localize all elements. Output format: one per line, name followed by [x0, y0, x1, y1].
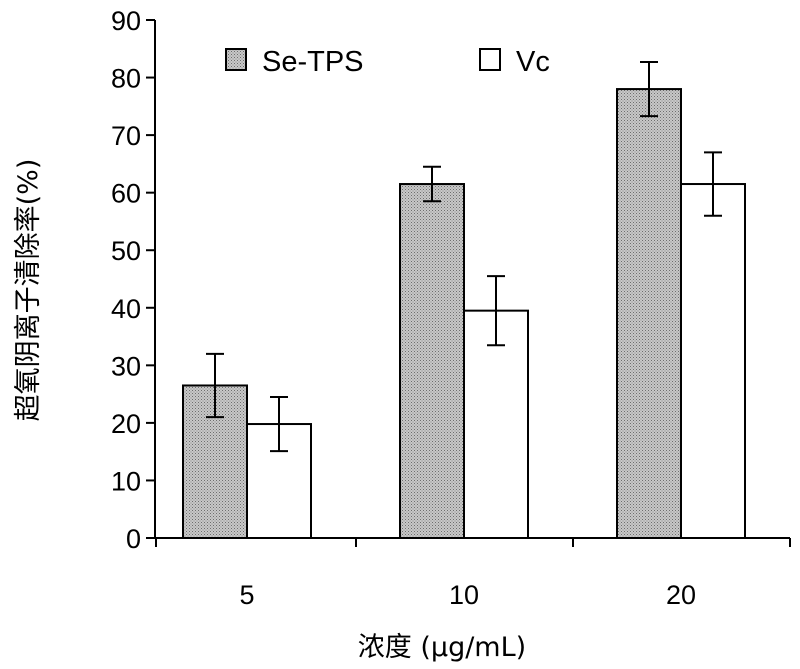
y-tick-label: 70 [111, 121, 141, 151]
y-axis-title: 超氧阴离子清除率(%) [13, 159, 44, 422]
y-tick-label: 80 [111, 64, 141, 94]
y-tick-label: 0 [126, 524, 141, 554]
y-tick-label: 10 [111, 466, 141, 496]
bar-vc [680, 183, 746, 540]
y-tick-label: 90 [111, 6, 141, 36]
bar-se-tps [616, 88, 682, 539]
x-tick-label: 10 [449, 580, 479, 610]
x-tick-label: 5 [239, 580, 254, 610]
legend-swatch-se-tps [225, 48, 247, 71]
legend-swatch-vc [479, 48, 501, 71]
legend-label-vc: Vc [516, 46, 550, 78]
bar-vc [463, 309, 529, 539]
x-axis-title: 浓度 (μg/mL) [358, 632, 526, 663]
x-tick-label: 20 [666, 580, 696, 610]
legend-label-se-tps: Se-TPS [262, 46, 364, 78]
y-tick-label: 50 [111, 236, 141, 266]
bar-se-tps [399, 183, 465, 540]
y-tick-label: 30 [111, 351, 141, 381]
bar-se-tps [182, 384, 248, 539]
y-tick-label: 20 [111, 409, 141, 439]
y-tick-label: 40 [111, 294, 141, 324]
y-tick-label: 60 [111, 179, 141, 209]
